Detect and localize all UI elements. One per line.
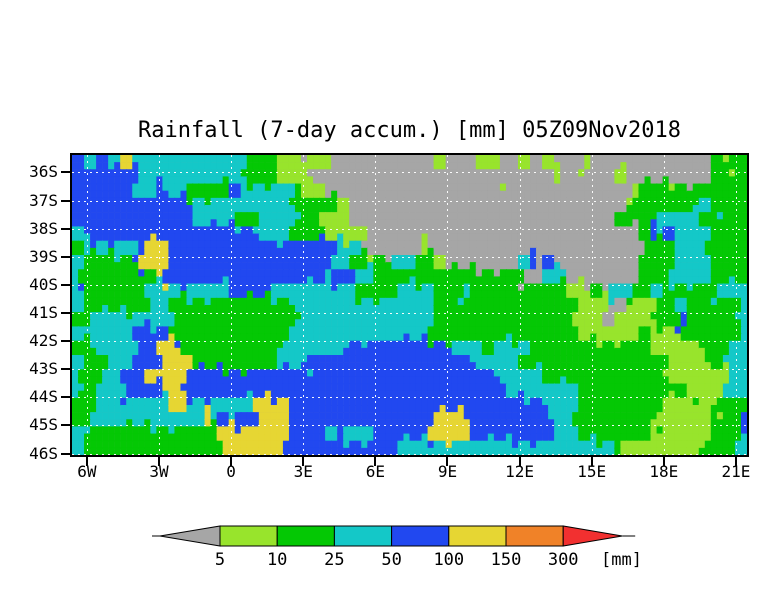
lon-tick <box>590 457 593 466</box>
colorbar-level-label: 10 <box>266 550 288 570</box>
lat-label: 36S <box>29 162 58 182</box>
lat-tick <box>61 283 70 286</box>
lon-label: 3W <box>149 462 169 481</box>
colorbar-level-label: 300 <box>547 550 579 570</box>
lat-tick <box>61 424 70 427</box>
lon-tick <box>662 457 665 466</box>
lon-label: 6W <box>77 462 97 481</box>
lat-tick <box>61 368 70 371</box>
colorbar-level-label: 50 <box>381 550 402 570</box>
lon-tick <box>734 457 737 466</box>
lon-label: 6E <box>365 462 385 481</box>
rainfall-raster <box>72 155 747 455</box>
lat-tick <box>61 312 70 314</box>
lon-label: 9E <box>437 462 458 481</box>
lat-label: 43S <box>29 359 58 379</box>
lon-label: 18E <box>649 462 679 481</box>
lon-label: 12E <box>505 462 535 481</box>
lon-tick <box>518 457 521 466</box>
colorbar-unit-label: [mm] <box>601 550 642 570</box>
lon-tick <box>302 457 305 466</box>
lat-label: 46S <box>29 443 58 463</box>
lat-label: 38S <box>29 218 58 238</box>
lat-label: 42S <box>29 331 58 351</box>
lon-tick <box>158 457 161 466</box>
lon-tick <box>230 457 233 466</box>
colorbar-level-label: 5 <box>214 550 226 570</box>
colorbar-scale <box>152 525 636 547</box>
lat-tick <box>61 396 70 399</box>
colorbar-level-label: 25 <box>324 550 345 570</box>
lon-tick <box>85 457 88 466</box>
lat-label: 37S <box>29 190 58 210</box>
lat-tick <box>61 340 70 343</box>
lat-tick <box>61 171 70 174</box>
lon-tick <box>446 457 449 466</box>
map-frame <box>70 153 749 457</box>
lat-label: 40S <box>29 274 58 294</box>
colorbar-level-label: 150 <box>490 550 522 570</box>
lat-tick <box>61 452 70 455</box>
lat-label: 39S <box>29 246 58 266</box>
lat-label: 45S <box>29 415 58 435</box>
lat-label: 44S <box>29 387 58 407</box>
lon-label: 21E <box>721 462 751 481</box>
lat-tick <box>61 199 70 202</box>
lon-tick <box>374 457 377 466</box>
lon-label: 0 <box>226 462 236 481</box>
lon-label: 15E <box>577 462 607 481</box>
lat-tick <box>61 255 70 258</box>
plot-title: Rainfall (7-day accum.) [mm] 05Z09Nov201… <box>137 118 682 143</box>
colorbar-level-label: 100 <box>433 550 465 570</box>
lat-tick <box>61 227 70 230</box>
lon-label: 3E <box>293 462 313 481</box>
lat-label: 41S <box>29 303 58 322</box>
